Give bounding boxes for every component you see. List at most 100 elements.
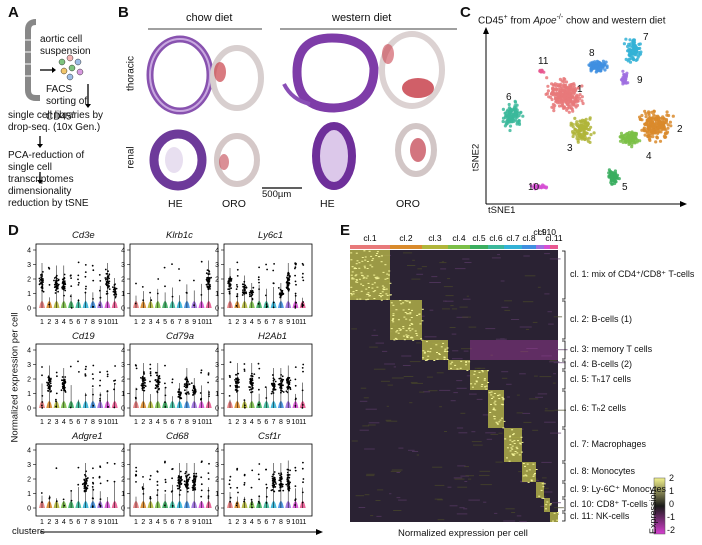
tsne-point-cluster-6 — [508, 124, 513, 128]
tsne-point-cluster-8 — [596, 60, 600, 64]
heatmap-high — [512, 434, 514, 436]
heatmap-high — [371, 266, 374, 268]
heatmap-high — [473, 373, 476, 375]
heatmap-row-label-4: cl. 4: B-cells (2) — [570, 359, 633, 369]
heatmap-noise — [471, 441, 482, 443]
violin-cluster-tick: 5 — [257, 419, 261, 426]
violin-dot — [289, 379, 292, 382]
violin-dot — [55, 274, 58, 277]
violin-dot — [104, 268, 107, 271]
heatmap-noise — [402, 365, 411, 366]
violin-dot — [244, 406, 246, 409]
violin-dot — [249, 377, 252, 380]
violin-dot — [281, 477, 283, 480]
violin-dot — [274, 380, 277, 383]
violin-dot — [272, 282, 275, 285]
heatmap-high — [388, 270, 391, 272]
violin-dot — [69, 365, 72, 368]
violin-dot — [235, 382, 238, 385]
violin-dot — [114, 365, 116, 367]
violin-dot — [185, 471, 187, 473]
heatmap-noise — [497, 254, 500, 256]
violin-dot — [228, 292, 231, 295]
violin-dot — [194, 475, 196, 478]
heatmap-noise — [409, 402, 413, 404]
violin-cluster-tick: 3 — [149, 419, 153, 426]
violin-dot — [229, 376, 231, 378]
violin-dot — [207, 497, 210, 499]
heatmap-high — [481, 370, 484, 371]
heatmap-high — [477, 377, 480, 379]
violin-panel-Cd3e — [35, 243, 125, 317]
heatmap-noise — [460, 475, 469, 477]
violin-ytick-label: 2 — [215, 277, 219, 284]
violin-dot — [279, 476, 281, 479]
tsne-point-cluster-7 — [627, 57, 631, 61]
violin-dot — [64, 289, 67, 292]
heatmap-high — [502, 427, 505, 429]
violin-dot — [164, 490, 167, 492]
heatmap-high — [386, 294, 389, 296]
heatmap-high — [358, 278, 361, 280]
heatmap-high — [408, 319, 411, 321]
violin-ytick-label: 1 — [27, 291, 31, 298]
heatmap-high — [409, 324, 411, 326]
violin-dot — [91, 385, 94, 387]
heatmap-noise — [456, 513, 468, 515]
heatmap-high — [356, 298, 359, 300]
heatmap-high — [351, 266, 354, 268]
violin-dot — [156, 471, 159, 473]
heatmap-high — [524, 465, 526, 467]
violin-dot — [99, 465, 101, 468]
heatmap-noise — [537, 286, 541, 288]
violin-dot — [177, 477, 180, 479]
heatmap-high — [408, 327, 411, 329]
violin-dot — [278, 472, 280, 475]
violin-dot — [294, 274, 296, 277]
tsne-point-cluster-10 — [544, 186, 548, 190]
tsne-point-cluster-10 — [532, 185, 536, 190]
heatmap-noise — [504, 300, 512, 302]
heatmap-noise — [523, 255, 530, 257]
heatmap-noise — [549, 258, 561, 260]
violin-cluster-tick: 8 — [91, 419, 95, 426]
heatmap-high — [375, 278, 378, 280]
violin-dot — [86, 480, 88, 482]
tsne-point-cluster-2 — [652, 130, 656, 134]
tsne-point-cluster-2 — [662, 134, 666, 138]
violin-dot — [63, 282, 65, 285]
heatmap-noise — [364, 448, 375, 450]
violin-cluster-tick: 1 — [40, 519, 44, 526]
tsne-point-cluster-2 — [646, 133, 650, 138]
violin-dot — [238, 386, 240, 388]
violin-dot — [54, 292, 57, 294]
violin-ytick-label: 0 — [27, 506, 31, 513]
heatmap-noise — [480, 484, 492, 486]
violin-dot — [77, 360, 79, 363]
heatmap-high — [553, 512, 556, 514]
violin-dot — [92, 305, 95, 308]
tsne-point-cluster-6 — [512, 119, 516, 123]
tsne-point-cluster-6 — [513, 99, 517, 103]
heatmap-noise — [401, 355, 412, 357]
heatmap-high — [451, 361, 454, 363]
violin-dot — [194, 390, 197, 393]
heatmap-noise — [368, 422, 380, 424]
tsne-point-cluster-1 — [570, 103, 574, 107]
violin-dot — [85, 486, 88, 489]
heatmap-high — [380, 261, 383, 263]
heatmap-high — [525, 475, 528, 477]
heatmap-high — [350, 294, 353, 296]
violin-dot — [115, 287, 118, 290]
heatmap-high — [415, 333, 418, 334]
heatmap-row-label-6: cl. 6: Tₕ2 cells — [570, 403, 626, 413]
violin-dot — [106, 272, 109, 275]
violin-cluster-tick: 6 — [264, 419, 268, 426]
violin-dot — [207, 373, 210, 376]
gene-title-3: Ly6c1 — [258, 230, 284, 241]
heatmap-noise — [468, 478, 472, 480]
heatmap-high — [422, 350, 425, 352]
violin-dot — [92, 467, 94, 470]
violin-dot — [201, 460, 203, 463]
violin-dot — [235, 373, 238, 376]
